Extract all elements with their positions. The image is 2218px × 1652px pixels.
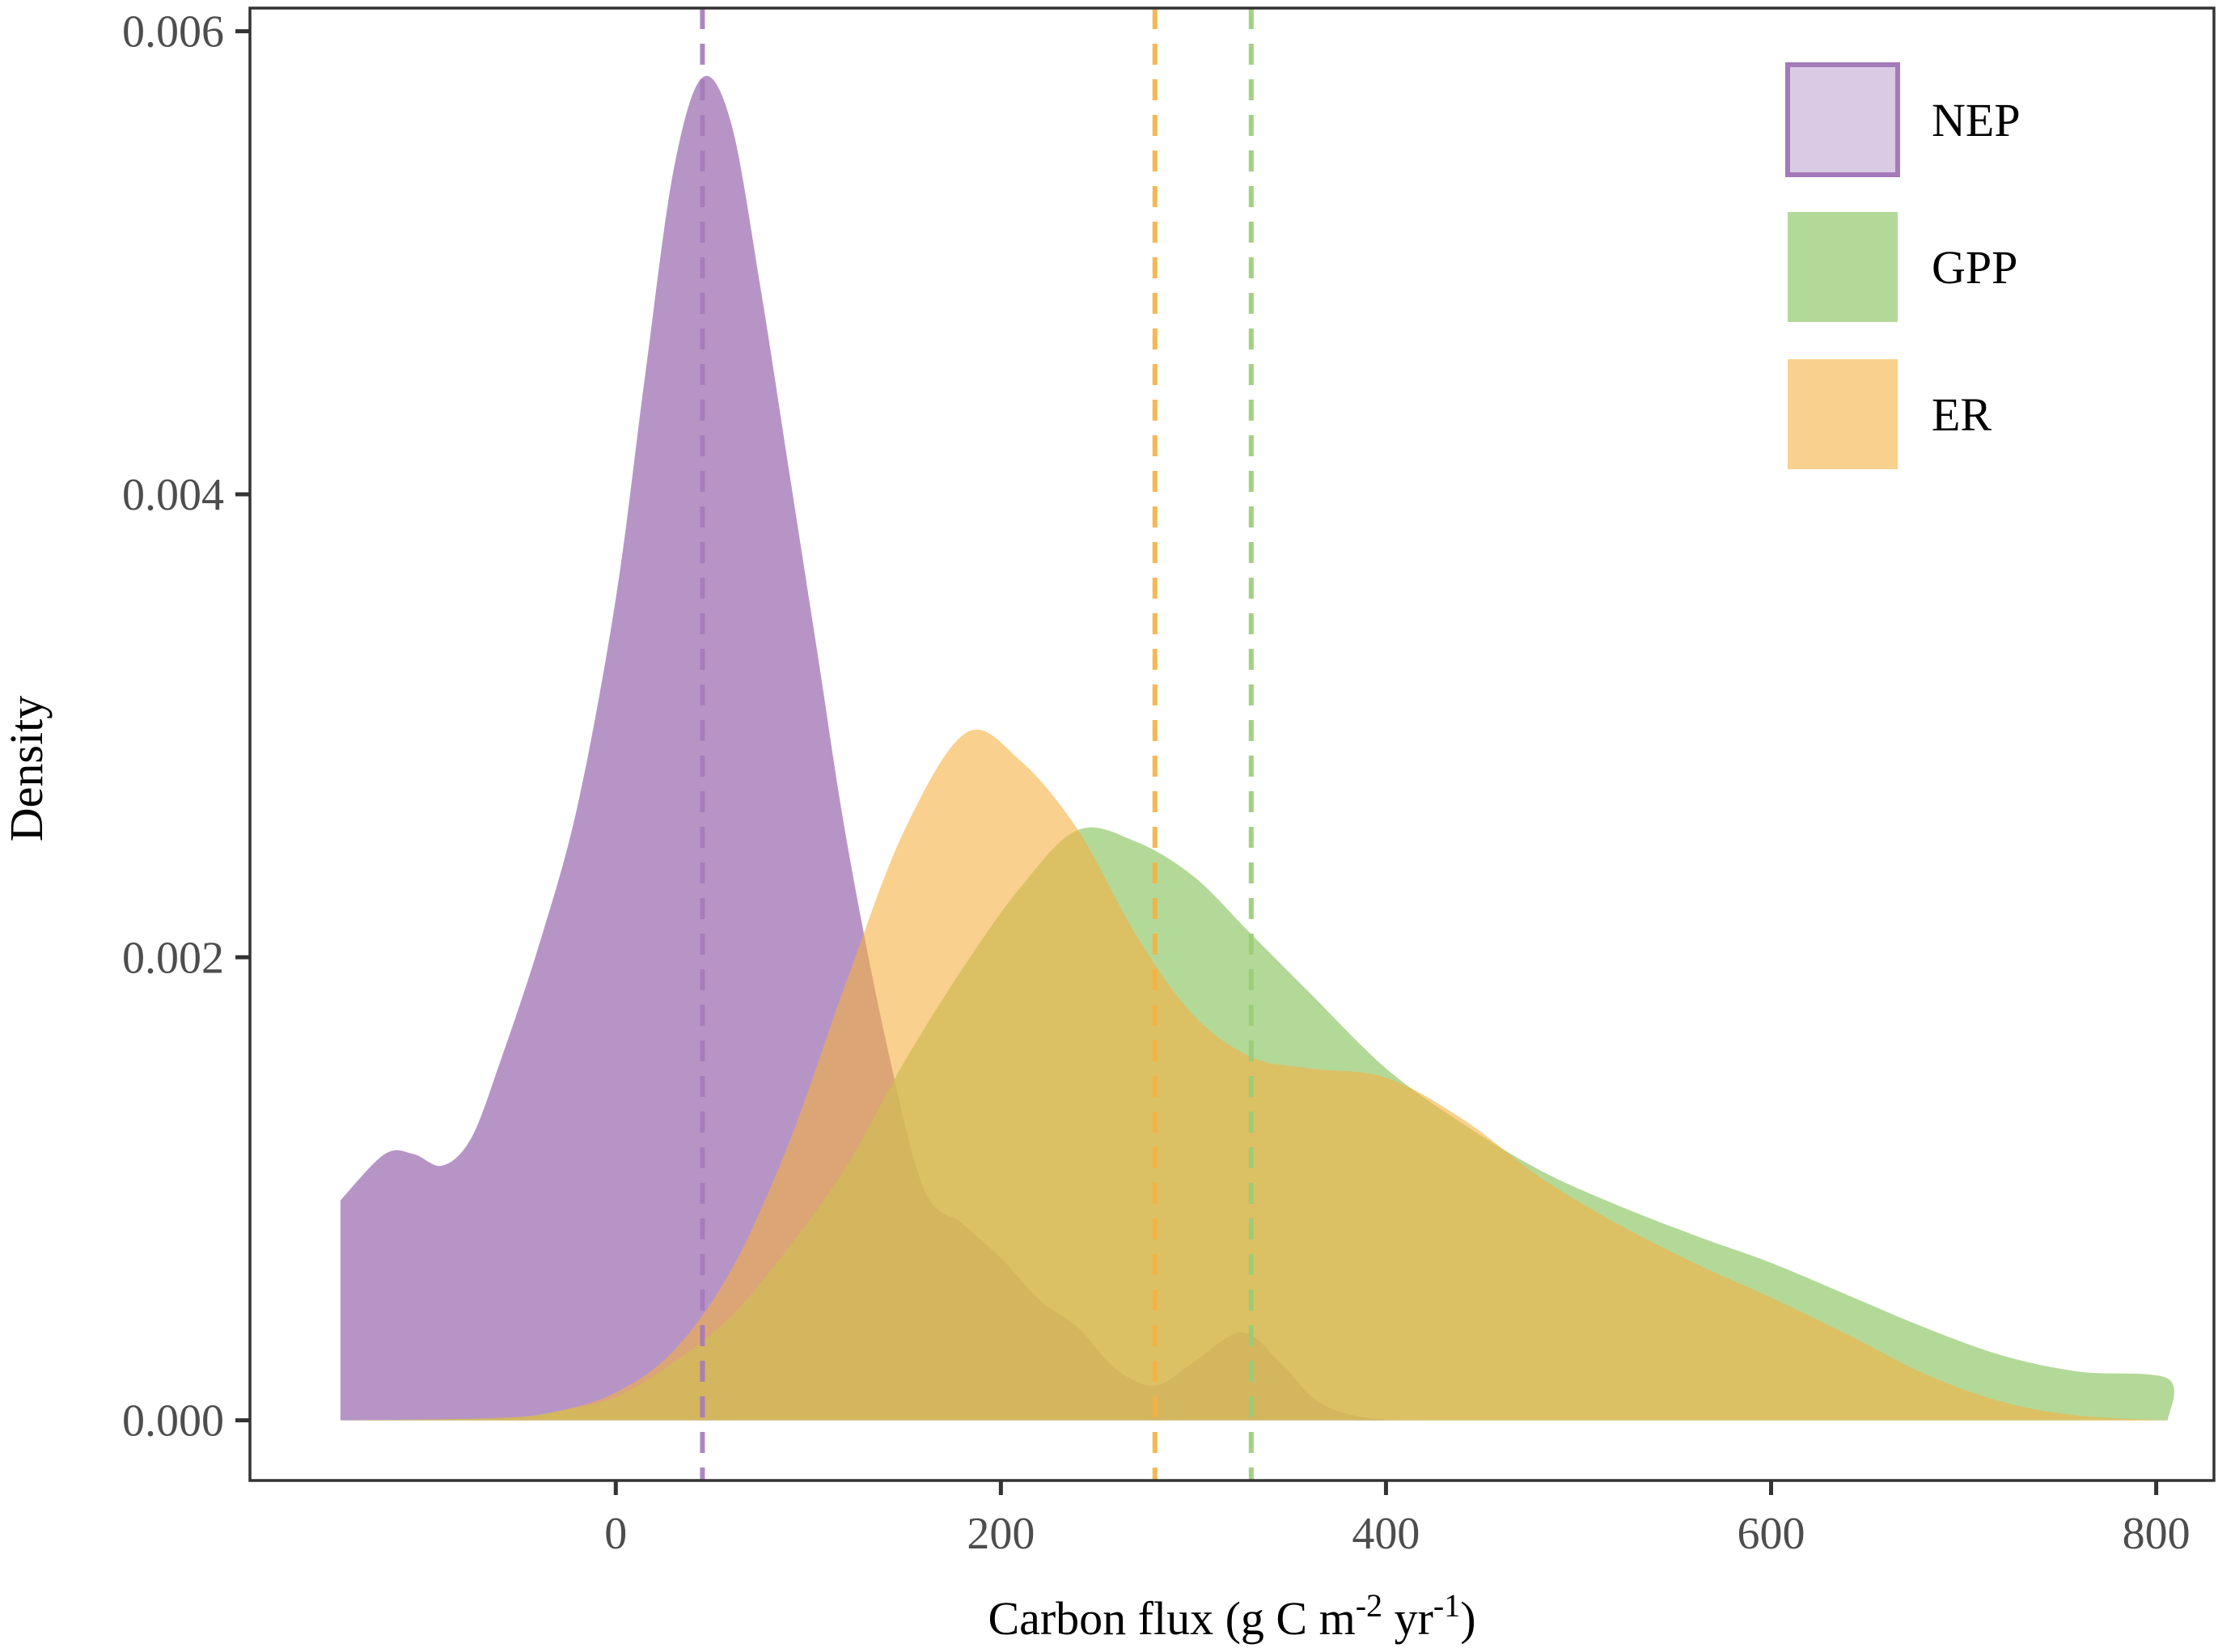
- density-area-nep: [340, 75, 1424, 1421]
- y-tick-label: 0.000: [122, 1396, 224, 1447]
- legend-key-gpp: [1788, 212, 1898, 322]
- y-tick-label: 0.006: [122, 7, 224, 57]
- mean-lines: [700, 8, 1254, 1480]
- legend-item-nep: NEP: [1785, 62, 2021, 177]
- x-axis-ticks: 0 200 400 600 800: [604, 1480, 2190, 1559]
- x-tick-label: 0: [604, 1509, 627, 1559]
- legend-item-er: ER: [1788, 359, 1992, 469]
- legend-key-er: [1788, 359, 1898, 469]
- y-axis-ticks: 0.000 0.002 0.004 0.006: [122, 7, 250, 1447]
- x-tick-label: 200: [967, 1509, 1035, 1559]
- legend-label-nep: NEP: [1932, 94, 2021, 146]
- density-area-er: [340, 729, 2168, 1421]
- legend-item-gpp: GPP: [1788, 212, 2017, 322]
- x-tick-label: 400: [1352, 1509, 1420, 1559]
- plot-panel-border: [248, 6, 2216, 1482]
- density-fills: [340, 75, 2174, 1421]
- legend-label-gpp: GPP: [1932, 241, 2017, 294]
- y-tick-label: 0.004: [122, 470, 224, 520]
- x-tick-label: 800: [2123, 1509, 2190, 1559]
- y-axis-title: Density: [0, 696, 53, 841]
- y-tick-label: 0.002: [122, 933, 224, 983]
- x-tick-label: 600: [1738, 1509, 1805, 1559]
- legend: NEP GPP ER: [1785, 62, 2021, 469]
- legend-key-nep: [1785, 62, 1900, 177]
- legend-label-er: ER: [1932, 388, 1992, 441]
- x-axis-title: Carbon flux (g C m-2 yr-1): [988, 1587, 1475, 1645]
